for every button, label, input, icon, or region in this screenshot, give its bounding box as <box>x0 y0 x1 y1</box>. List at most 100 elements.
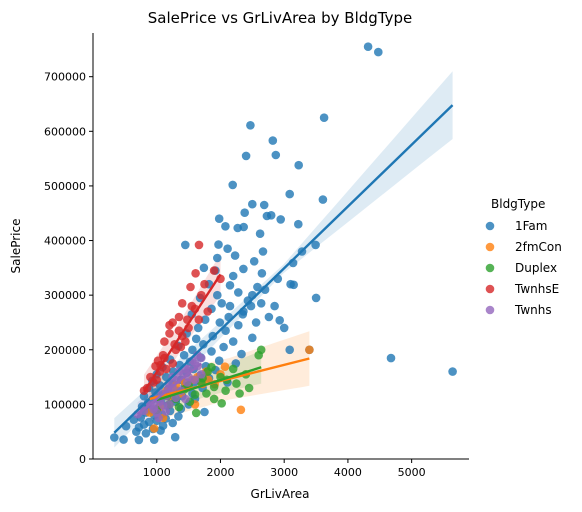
point-1Fam <box>246 121 255 130</box>
point-TwnhsE <box>153 356 163 366</box>
point-1Fam <box>294 219 303 229</box>
point-1Fam <box>448 367 457 376</box>
point-1Fam <box>240 208 249 217</box>
y-axis-label: SalePrice <box>9 219 23 274</box>
point-Twnhs <box>197 370 206 379</box>
y-tick-label: 200000 <box>44 344 86 357</box>
point-1Fam <box>234 320 243 330</box>
point-1Fam <box>191 334 201 344</box>
point-Duplex <box>209 394 219 404</box>
point-1Fam <box>311 240 320 250</box>
point-1Fam <box>255 229 265 238</box>
point-1Fam <box>219 342 228 352</box>
point-Twnhs <box>165 400 174 409</box>
point-1Fam <box>199 263 209 273</box>
regression-line-Twnhs <box>136 362 203 416</box>
point-TwnhsE <box>194 315 204 325</box>
point-Twnhs <box>154 413 163 423</box>
point-1Fam <box>217 299 226 308</box>
point-1Fam <box>228 271 238 281</box>
point-1Fam <box>214 356 224 366</box>
point-1Fam <box>119 435 128 444</box>
x-tick-label: 2000 <box>206 466 234 479</box>
point-1Fam <box>188 345 197 355</box>
point-1Fam <box>170 432 180 442</box>
point-2fmCon <box>305 345 314 355</box>
legend-label-Duplex: Duplex <box>515 261 557 275</box>
point-Duplex <box>209 382 219 392</box>
point-Duplex <box>191 408 201 418</box>
point-TwnhsE <box>209 266 219 275</box>
point-1Fam <box>248 333 257 343</box>
point-1Fam <box>270 301 279 311</box>
point-1Fam <box>256 299 266 308</box>
point-1Fam <box>237 349 246 359</box>
point-1Fam <box>199 340 208 349</box>
regression-line-TwnhsE <box>142 273 222 393</box>
point-1Fam <box>134 435 144 445</box>
point-TwnhsE <box>168 359 177 368</box>
point-Duplex <box>221 386 230 396</box>
point-1Fam <box>319 113 329 122</box>
legend-label-2fmCon: 2fmCon <box>515 240 562 254</box>
x-tick-label: 4000 <box>334 466 362 479</box>
legend-marker-2fmCon <box>485 242 495 252</box>
point-1Fam <box>259 200 269 210</box>
point-2fmCon <box>149 424 159 433</box>
point-Twnhs <box>161 407 170 416</box>
point-1Fam <box>279 323 289 333</box>
point-1Fam <box>174 412 183 421</box>
point-2fmCon <box>236 405 246 415</box>
point-1Fam <box>110 433 119 442</box>
point-TwnhsE <box>197 290 206 300</box>
point-1Fam <box>181 240 190 250</box>
x-tick-label: 3000 <box>270 466 298 479</box>
y-tick-label: 500000 <box>44 180 86 193</box>
point-1Fam <box>374 47 383 57</box>
point-Twnhs <box>181 394 190 404</box>
point-Twnhs <box>183 378 192 387</box>
point-1Fam <box>200 315 210 325</box>
y-tick-label: 100000 <box>44 398 86 411</box>
point-1Fam <box>257 269 267 278</box>
x-tick-label: 1000 <box>143 466 171 479</box>
legend-marker-TwnhsE <box>485 284 495 294</box>
legend-label-Twnhs: Twnhs <box>514 303 552 317</box>
point-1Fam <box>249 257 259 266</box>
point-1Fam <box>363 42 373 51</box>
point-1Fam <box>253 282 262 292</box>
point-Duplex <box>256 345 266 355</box>
point-1Fam <box>200 407 209 417</box>
point-Duplex <box>244 383 254 393</box>
point-1Fam <box>286 279 295 289</box>
point-1Fam <box>230 251 240 260</box>
point-1Fam <box>239 264 248 274</box>
regression-lines <box>113 104 454 434</box>
point-Duplex <box>232 379 241 388</box>
point-1Fam <box>275 316 285 325</box>
point-1Fam <box>179 350 189 360</box>
point-2fmCon <box>220 362 230 372</box>
x-ticks: 1000 2000 3000 4000 5000 <box>143 459 426 479</box>
point-1Fam <box>228 180 237 190</box>
y-tick-label: 400000 <box>44 235 86 248</box>
point-1Fam <box>248 199 257 209</box>
point-TwnhsE <box>165 320 174 330</box>
point-1Fam <box>223 244 232 253</box>
point-1Fam <box>132 427 141 437</box>
y-tick-label: 700000 <box>44 71 86 84</box>
point-1Fam <box>268 136 278 145</box>
point-1Fam <box>228 337 238 346</box>
point-1Fam <box>207 347 216 356</box>
point-1Fam <box>386 353 396 363</box>
point-Duplex <box>174 402 184 412</box>
point-1Fam <box>276 215 286 224</box>
point-1Fam <box>149 435 159 445</box>
point-1Fam <box>221 222 230 231</box>
legend-marker-Twnhs <box>485 305 495 315</box>
point-Duplex <box>217 399 226 408</box>
point-Twnhs <box>190 375 200 385</box>
point-1Fam <box>238 310 248 319</box>
y-ticks: 0 100000 200000 300000 400000 500000 600000 700… <box>44 71 93 466</box>
